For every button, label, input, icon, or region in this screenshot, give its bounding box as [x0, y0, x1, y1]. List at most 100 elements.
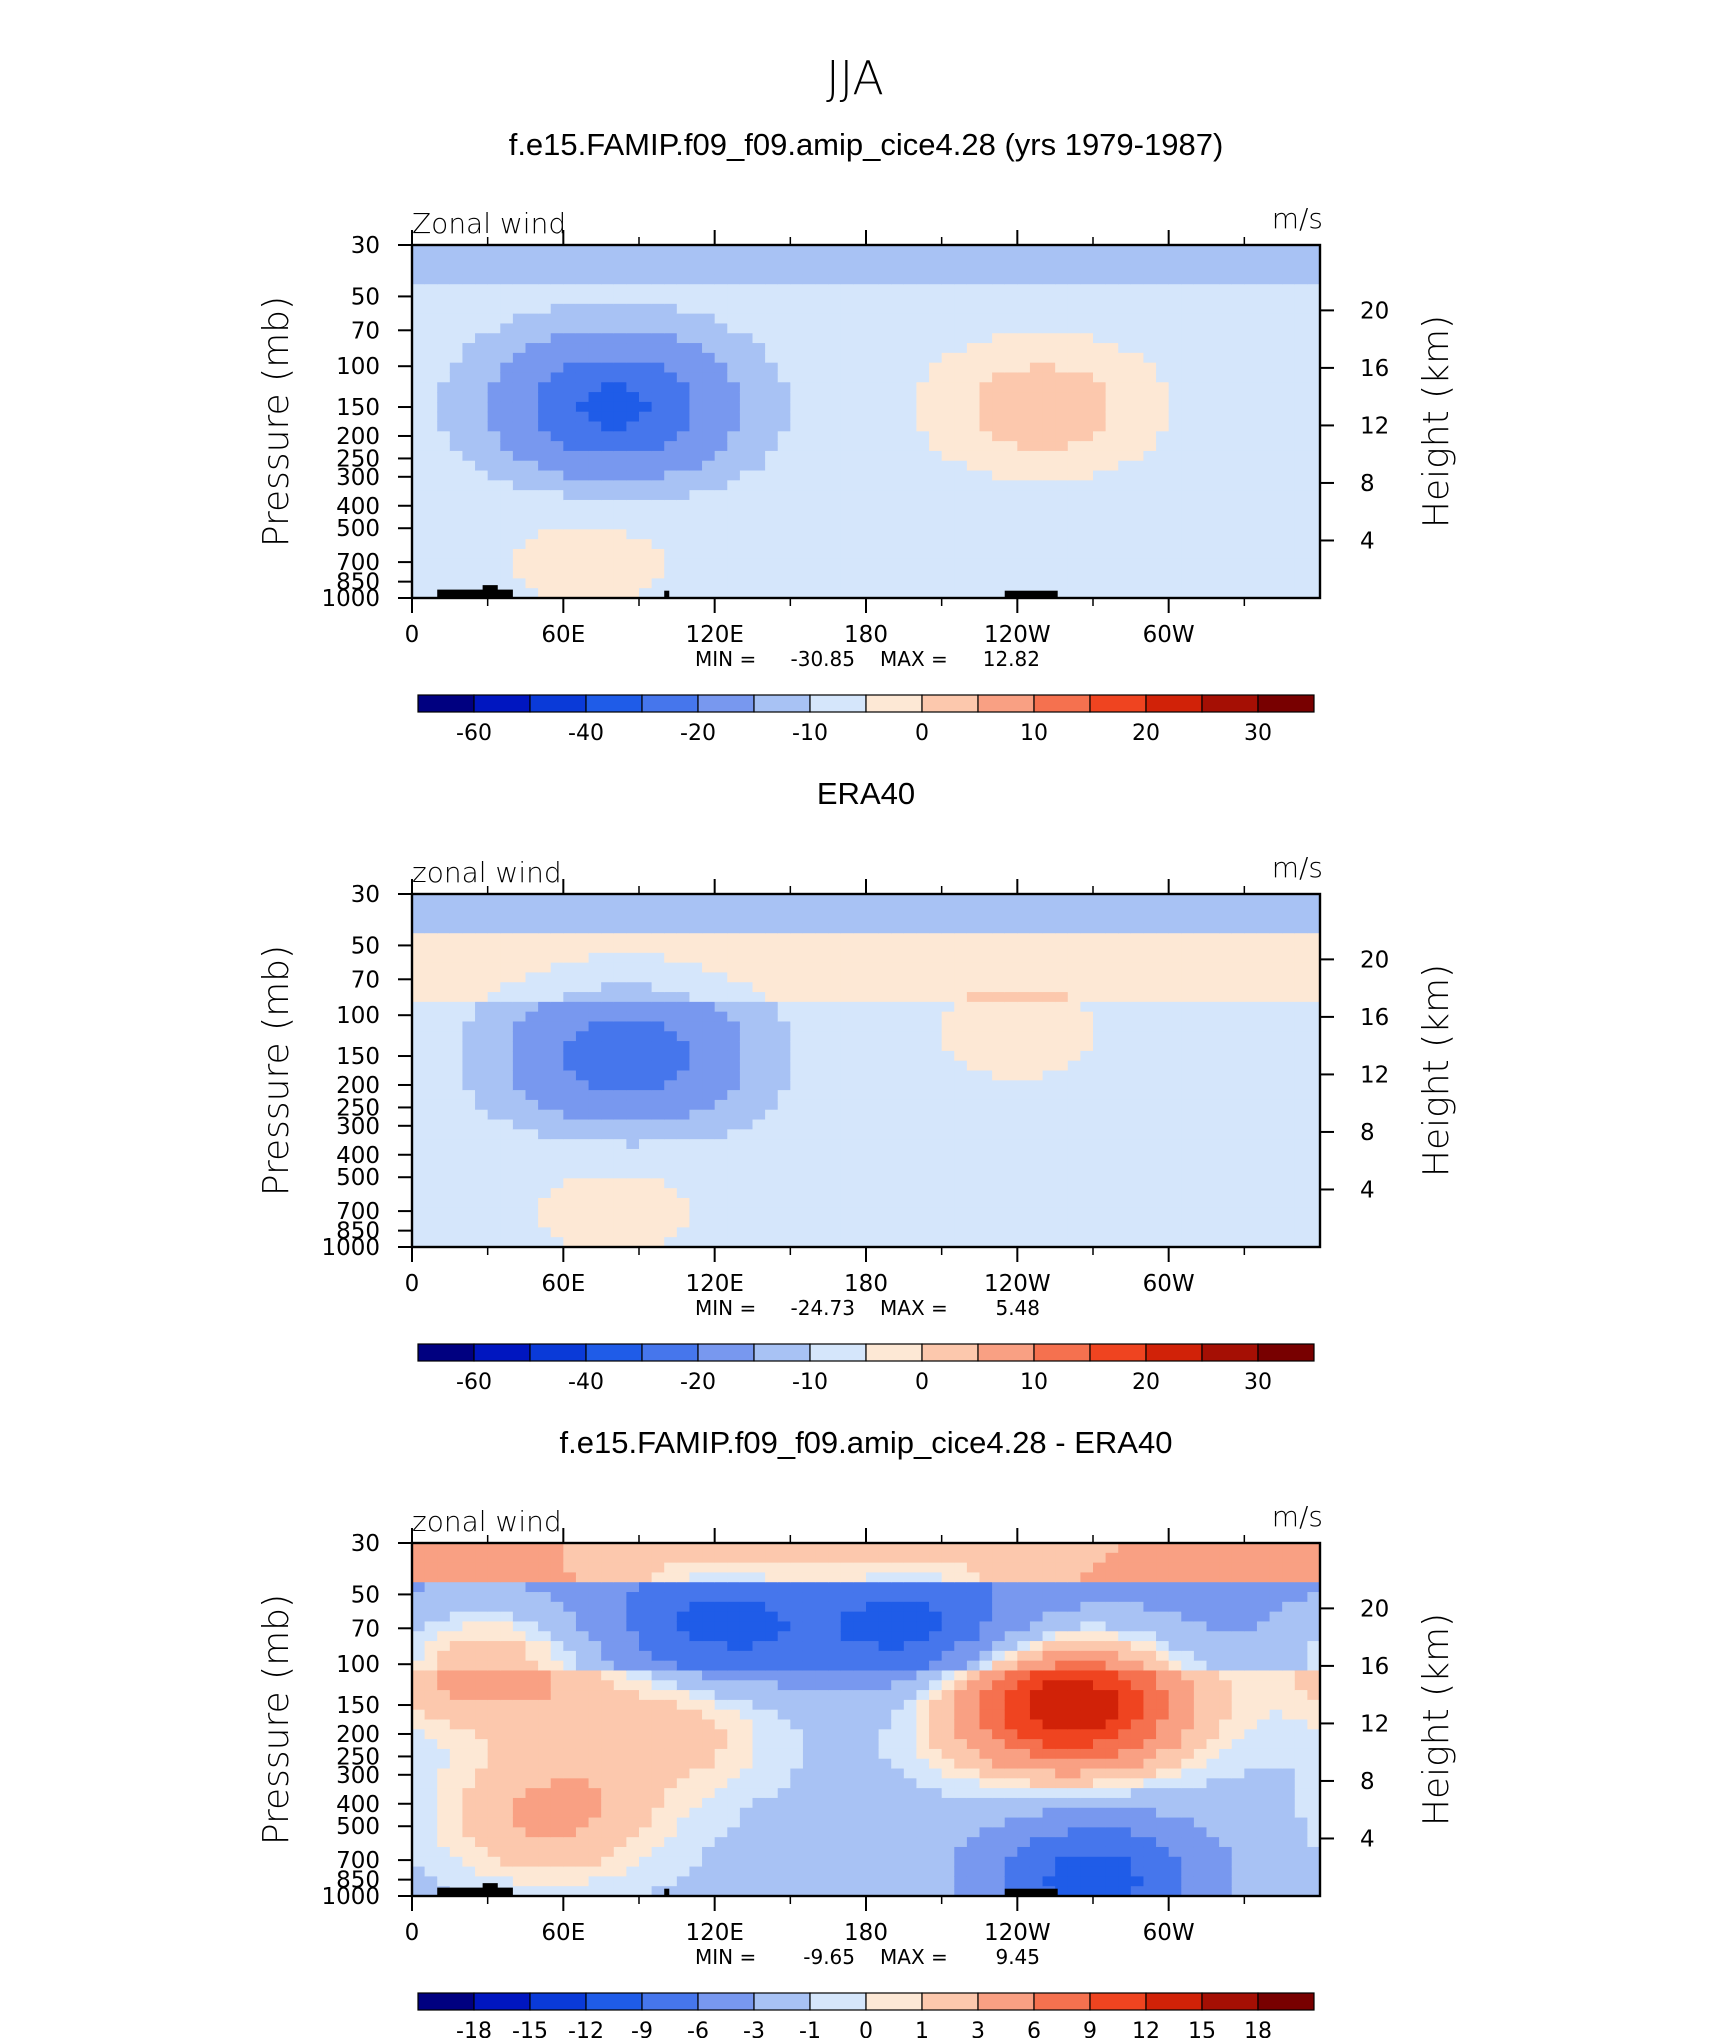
- contour-cell: [1181, 450, 1195, 462]
- contour-cell: [765, 441, 779, 452]
- contour-cell: [828, 264, 842, 276]
- contour-cell: [424, 323, 438, 334]
- contour-cell: [916, 982, 930, 993]
- contour-cell: [664, 401, 678, 413]
- contour-cell: [1269, 558, 1283, 570]
- contour-cell: [424, 352, 438, 364]
- contour-cell: [1055, 1148, 1069, 1160]
- contour-cell: [1269, 392, 1283, 403]
- contour-cell: [777, 1129, 791, 1140]
- contour-cell: [739, 1178, 754, 1189]
- contour-cell: [1168, 441, 1182, 452]
- contour-cell: [1269, 578, 1283, 589]
- contour-cell: [802, 401, 817, 413]
- contour-cell: [853, 923, 867, 934]
- contour-cell: [714, 1188, 728, 1199]
- contour-cell: [790, 303, 804, 315]
- contour-cell: [992, 1041, 1006, 1052]
- contour-cell: [1168, 509, 1182, 521]
- contour-cell: [727, 411, 741, 423]
- contour-cell: [1168, 1021, 1182, 1032]
- contour-cell: [563, 1227, 577, 1238]
- contour-cell: [714, 903, 728, 915]
- contour-cell: [941, 548, 955, 560]
- contour-cell: [853, 992, 867, 1003]
- contour-cell: [689, 1021, 703, 1032]
- contour-cell: [727, 245, 741, 256]
- contour-cell: [1105, 1050, 1119, 1062]
- contour-cell: [790, 903, 804, 915]
- contour-cell: [966, 1129, 981, 1140]
- contour-cell: [525, 450, 539, 462]
- contour-cell: [1017, 1188, 1031, 1199]
- contour-cell: [475, 1080, 489, 1091]
- contour-cell: [424, 1031, 438, 1042]
- contour-cell: [1294, 245, 1308, 256]
- contour-cell: [575, 1227, 590, 1238]
- contour-cell: [412, 1217, 426, 1228]
- contour-cell: [1080, 588, 1094, 599]
- contour-cell: [954, 1011, 968, 1023]
- contour-cell: [563, 1207, 577, 1219]
- contour-cell: [1168, 1207, 1182, 1219]
- contour-cell: [1130, 992, 1145, 1003]
- contour-cell: [512, 450, 527, 462]
- contour-cell: [1118, 1217, 1132, 1228]
- contour-cell: [992, 903, 1006, 915]
- contour-cell: [550, 460, 564, 472]
- contour-cell: [828, 568, 842, 579]
- contour-cell: [449, 943, 464, 954]
- colorbar-swatch: [641, 694, 699, 713]
- contour-cell: [1193, 548, 1208, 560]
- contour-cell: [1181, 588, 1195, 599]
- contour-cell: [727, 1178, 741, 1189]
- contour-cell: [487, 1021, 501, 1032]
- contour-cell: [1067, 1021, 1081, 1032]
- contour-cell: [1156, 372, 1170, 383]
- contour-cell: [1080, 952, 1094, 964]
- colorbar-swatch: [417, 694, 475, 713]
- contour-cell: [487, 323, 501, 334]
- contour-cell: [449, 343, 464, 354]
- contour-cell: [626, 421, 640, 432]
- contour-cell: [475, 943, 489, 954]
- contour-cell: [1206, 1119, 1220, 1130]
- contour-cell: [689, 284, 703, 295]
- contour-cell: [878, 343, 892, 354]
- contour-cell: [525, 431, 539, 442]
- contour-cell: [979, 933, 993, 944]
- contour-cell: [613, 1227, 627, 1238]
- contour-cell: [475, 519, 489, 530]
- contour-cell: [853, 982, 867, 993]
- contour-cell: [639, 499, 653, 511]
- contour-cell: [525, 372, 539, 383]
- contour-cell: [664, 274, 678, 285]
- contour-cell: [1093, 431, 1107, 442]
- min-value: -30.85: [791, 647, 855, 671]
- contour-cell: [1143, 460, 1157, 472]
- contour-cell: [979, 333, 993, 344]
- contour-cell: [437, 254, 451, 266]
- contour-cell: [714, 431, 728, 442]
- contour-cell: [903, 1197, 918, 1209]
- contour-cell: [878, 1109, 892, 1121]
- contour-cell: [765, 352, 779, 364]
- contour-cell: [1193, 352, 1208, 364]
- contour-cell: [1080, 323, 1094, 334]
- contour-cell: [601, 1070, 615, 1081]
- contour-cell: [1093, 245, 1107, 256]
- contour-cell: [903, 1060, 918, 1072]
- contour-cell: [1118, 952, 1132, 964]
- contour-cell: [954, 1001, 968, 1013]
- contour-cell: [727, 558, 741, 570]
- contour-cell: [1105, 333, 1119, 344]
- contour-cell: [664, 568, 678, 579]
- contour-cell: [802, 343, 817, 354]
- contour-cell: [689, 1119, 703, 1130]
- contour-cell: [828, 411, 842, 423]
- contour-cell: [1130, 372, 1145, 383]
- contour-cell: [1168, 294, 1182, 305]
- contour-cell: [664, 392, 678, 403]
- contour-cell: [979, 962, 993, 974]
- contour-cell: [1156, 441, 1170, 452]
